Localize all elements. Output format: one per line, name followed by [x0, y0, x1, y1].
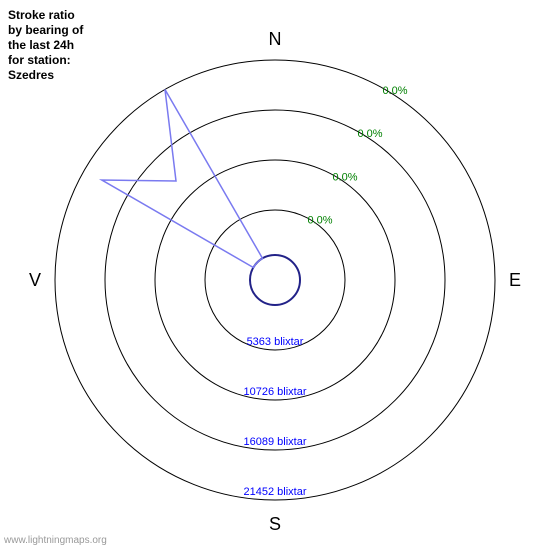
compass-s: S	[269, 514, 281, 534]
blix-label: 5363 blixtar	[247, 336, 304, 348]
blix-label: 21452 blixtar	[244, 486, 307, 498]
credit-text: www.lightningmaps.org	[4, 535, 107, 546]
compass-n: N	[269, 29, 282, 49]
compass-w: V	[29, 270, 41, 290]
pct-label: 0.0%	[308, 215, 333, 227]
compass-e: E	[509, 270, 521, 290]
pct-label: 0.0%	[383, 85, 408, 97]
pct-label: 0.0%	[333, 171, 358, 183]
blix-label: 16089 blixtar	[244, 436, 307, 448]
rose-polygon	[102, 89, 263, 267]
blix-label: 10726 blixtar	[244, 386, 307, 398]
chart-title: Stroke ratio by bearing of the last 24h …	[8, 8, 83, 83]
pct-label: 0.0%	[358, 128, 383, 140]
